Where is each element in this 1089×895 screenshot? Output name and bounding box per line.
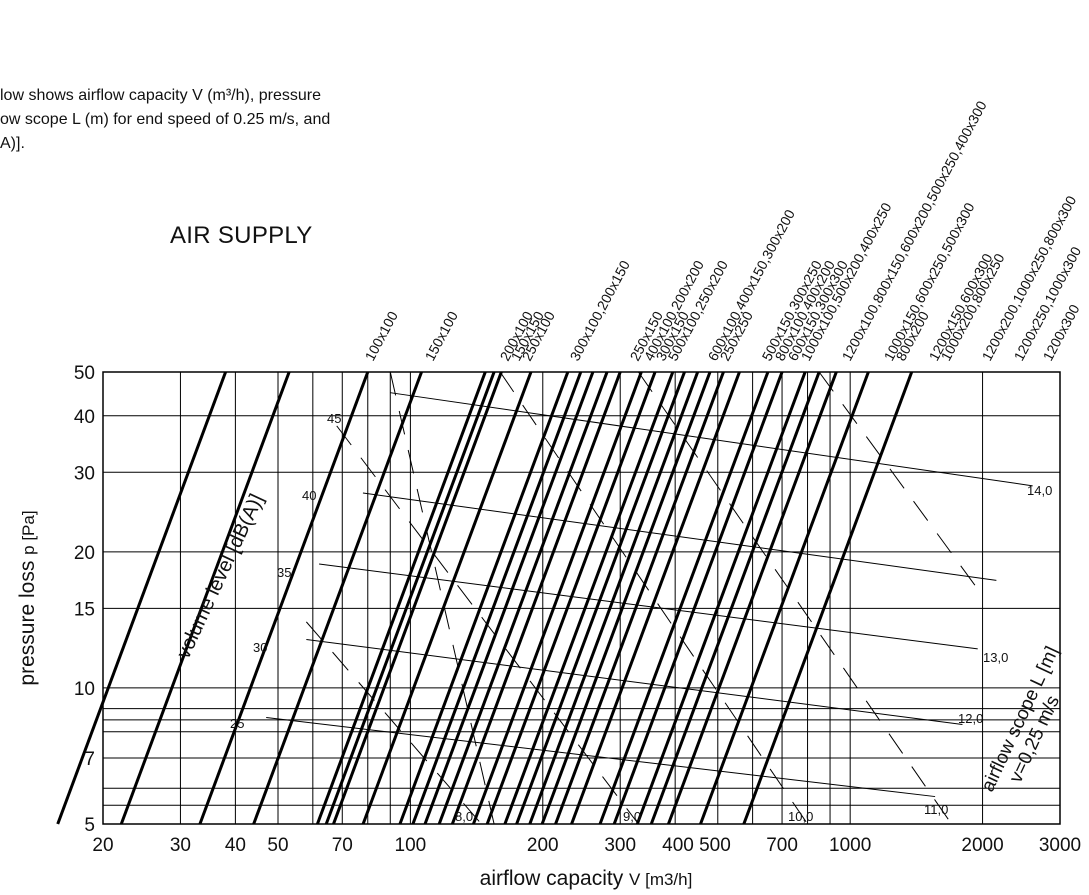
duct-size-line [554, 371, 725, 825]
airflow-scope-value: 8,0 [455, 809, 473, 824]
volume-level-value: 45 [327, 411, 341, 426]
x-tick-label: 200 [527, 835, 559, 856]
x-axis-label: airflow capacity V [m3/h] [480, 867, 693, 890]
duct-size-line [411, 371, 583, 825]
volume-level-value: 40 [302, 488, 316, 503]
airflow-scope-line [390, 392, 1033, 487]
duct-size-line [699, 371, 870, 825]
y-tick-label: 20 [74, 543, 95, 564]
y-axis-label: pressure loss p [Pa] [16, 510, 39, 685]
x-tick-label: 70 [332, 835, 353, 856]
airflow-scope-line [306, 638, 963, 726]
intro-line: low shows airflow capacity V (m³/h), pre… [0, 87, 321, 104]
volume-level-value: 30 [253, 640, 267, 655]
y-tick-label: 50 [74, 363, 95, 384]
x-tick-label: 700 [766, 835, 798, 856]
duct-size-line [515, 371, 686, 825]
duct-size-line [361, 371, 533, 825]
duct-size-line [119, 371, 291, 825]
x-tick-label: 3000 [1039, 835, 1081, 856]
y-tick-label: 30 [74, 463, 95, 484]
airflow-scope-value: 12,0 [958, 711, 983, 726]
x-tick-label: 300 [604, 835, 636, 856]
duct-size-line [252, 371, 423, 825]
x-tick-label: 1000 [829, 835, 871, 856]
volume-level-label: volume level [dB(A)] [173, 491, 269, 662]
sound-level-dashed-line [818, 371, 983, 596]
x-tick-label: 100 [395, 835, 427, 856]
duct-size-line [398, 371, 570, 825]
volume-level-value: 25 [230, 716, 244, 731]
intro-line: ow scope L (m) for end speed of 0.25 m/s… [0, 111, 331, 128]
airflow-scope-lines [266, 392, 1033, 798]
x-tick-label: 400 500 [662, 835, 731, 856]
x-tick-label: 40 [225, 835, 246, 856]
duct-size-lines [56, 371, 914, 825]
duct-size-line [540, 371, 712, 825]
airflow-scope-value: 13,0 [983, 650, 1008, 665]
x-tick-label: 30 [170, 835, 191, 856]
duct-size-line [423, 371, 595, 825]
duct-size-line [198, 371, 370, 825]
chart-title: AIR SUPPLY [170, 222, 313, 249]
airflow-scope-value: 11,0 [924, 802, 948, 817]
intro-line: A)]. [0, 135, 25, 152]
plot-frame [102, 371, 1061, 825]
duct-size-line [612, 371, 784, 825]
y-tick-label: 15 [74, 599, 95, 620]
airflow-scope-line [319, 563, 978, 650]
duct-size-line [324, 371, 496, 825]
sound-level-dashed-line [499, 371, 808, 825]
duct-size-line [503, 371, 675, 825]
intro-text: low shows airflow capacity V (m³/h), pre… [0, 84, 470, 156]
duct-size-line [316, 371, 487, 825]
duct-size-line [649, 371, 821, 825]
duct-size-line [472, 371, 643, 825]
y-tick-label: 5 [84, 815, 95, 836]
x-tick-label: 20 [92, 835, 113, 856]
duct-size-line [485, 371, 657, 825]
duct-size-line [450, 371, 622, 825]
airflow-scope-value: 9,0 [623, 809, 641, 824]
x-tick-label: 50 [267, 835, 288, 856]
airflow-scope-value: 14,0 [1027, 483, 1052, 498]
duct-size-label: 300x100,200x150 [567, 257, 633, 363]
sound-level-dashed-line [638, 371, 952, 825]
duct-size-label: 150x100 [422, 308, 461, 363]
duct-size-line [437, 371, 609, 825]
grid [102, 371, 1061, 825]
x-tick-label: 2000 [961, 835, 1003, 856]
duct-size-line [332, 371, 503, 825]
volume-level-value: 35 [277, 565, 291, 580]
y-tick-label: 10 [74, 679, 95, 700]
duct-size-line [742, 371, 914, 825]
duct-size-line [667, 371, 838, 825]
duct-size-line [570, 371, 741, 825]
duct-size-line [635, 371, 807, 825]
duct-size-line [528, 371, 700, 825]
y-tick-label: 7 [84, 749, 95, 770]
duct-size-line [598, 371, 770, 825]
airflow-scope-value: 10,0 [788, 809, 813, 824]
duct-size-line [56, 371, 227, 825]
duct-size-label: 100x100 [362, 308, 401, 363]
sound-dashed-lines [305, 371, 983, 825]
airflow-scope-line [266, 717, 936, 798]
y-tick-label: 40 [74, 407, 95, 428]
